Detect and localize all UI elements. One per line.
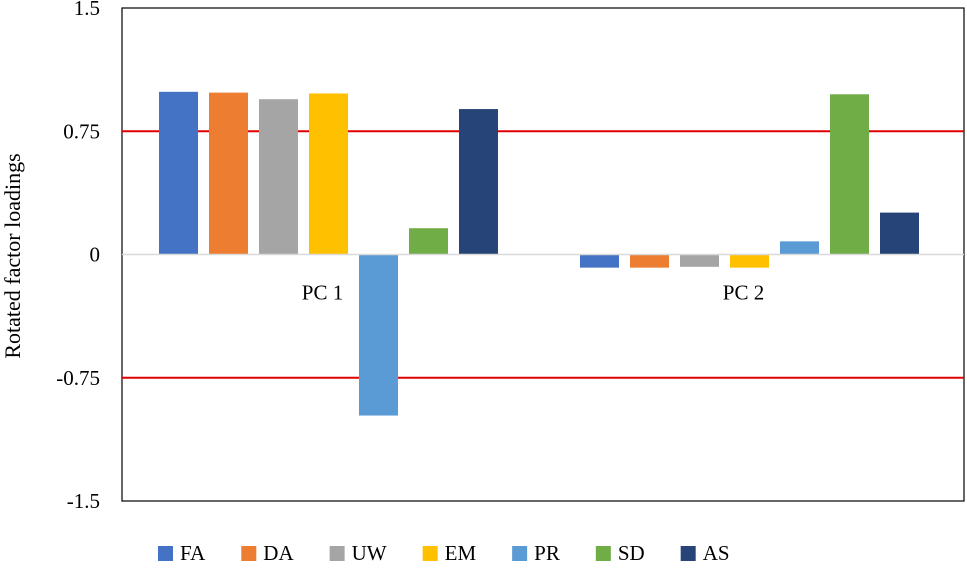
bar-em-0 bbox=[309, 93, 348, 255]
y-tick-label: 0.75 bbox=[63, 119, 100, 143]
bar-as-0 bbox=[459, 109, 498, 255]
bar-da-1 bbox=[630, 254, 669, 268]
legend-swatch-da bbox=[241, 546, 257, 561]
y-tick-label: -1.5 bbox=[67, 489, 100, 513]
bar-fa-0 bbox=[159, 91, 198, 255]
bar-sd-0 bbox=[409, 228, 448, 255]
y-tick-label: 0 bbox=[90, 243, 101, 267]
legend-label-uw: UW bbox=[352, 541, 387, 565]
legend-swatch-pr bbox=[512, 546, 528, 561]
bar-uw-1 bbox=[680, 254, 719, 267]
legend-swatch-uw bbox=[329, 546, 345, 561]
category-label: PC 1 bbox=[302, 281, 343, 305]
y-tick-label: 1.5 bbox=[74, 0, 100, 20]
bar-da-0 bbox=[209, 92, 248, 255]
bar-pr-1 bbox=[780, 241, 819, 255]
bar-em-1 bbox=[730, 254, 769, 268]
legend-swatch-as bbox=[680, 546, 696, 561]
legend-swatch-fa bbox=[158, 546, 173, 561]
legend-label-da: DA bbox=[263, 541, 294, 565]
bar-pr-0 bbox=[359, 254, 398, 416]
legend-label-sd: SD bbox=[618, 541, 645, 565]
bar-uw-0 bbox=[259, 99, 298, 255]
y-tick-label: -0.75 bbox=[56, 366, 100, 390]
y-axis-label: Rotated factor loadings bbox=[0, 153, 25, 358]
bar-fa-1 bbox=[580, 254, 619, 268]
legend-label-pr: PR bbox=[534, 541, 560, 565]
legend-swatch-em bbox=[422, 546, 438, 561]
legend-label-as: AS bbox=[703, 541, 730, 565]
legend-label-fa: FA bbox=[180, 541, 206, 565]
bar-as-1 bbox=[880, 212, 919, 255]
legend-label-em: EM bbox=[445, 541, 477, 565]
bar-sd-1 bbox=[830, 94, 869, 255]
legend-swatch-sd bbox=[595, 546, 611, 561]
category-label: PC 2 bbox=[723, 281, 764, 305]
